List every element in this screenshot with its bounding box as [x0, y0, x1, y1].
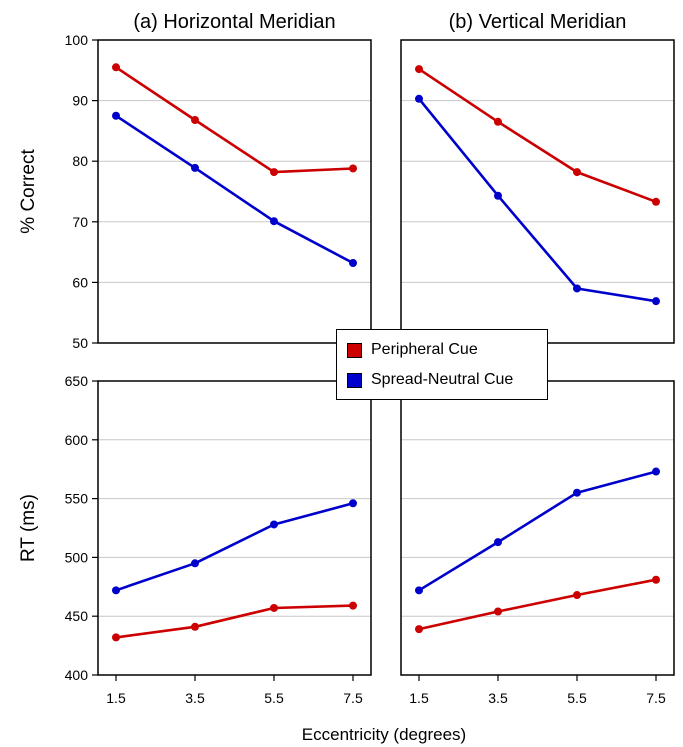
ytick-label-2-5: 650: [65, 373, 89, 389]
ytick-label-0-2: 70: [72, 214, 88, 230]
xtick-label-3-0: 1.5: [409, 690, 429, 706]
plot-frame-3: [400, 380, 675, 676]
panel-1: (b) Vertical Meridian: [400, 11, 675, 344]
data-point-0-0-3: [349, 164, 357, 173]
data-point-1-1-1: [494, 191, 502, 200]
panel-title-0: (a) Horizontal Meridian: [133, 11, 335, 33]
legend: Peripheral Cue Spread-Neutral Cue: [336, 329, 548, 400]
data-point-0-1-3: [349, 259, 357, 268]
data-point-3-1-3: [652, 467, 660, 476]
series-line-2-0: [115, 604, 354, 639]
data-point-1-1-2: [573, 284, 581, 293]
data-point-2-1-1: [191, 559, 199, 568]
plot-frame-0: [97, 39, 372, 344]
legend-label-spread-neutral: Spread-Neutral Cue: [371, 371, 514, 388]
panel-title-1: (b) Vertical Meridian: [449, 11, 627, 33]
data-point-2-0-1: [191, 622, 199, 631]
data-point-2-0-2: [270, 603, 278, 612]
series-line-2-1: [115, 502, 354, 592]
panel-3: 1.5 3.5 5.5 7.5: [400, 380, 675, 706]
data-point-0-1-1: [191, 163, 199, 172]
ytick-label-0-0: 50: [72, 335, 88, 351]
legend-swatch-peripheral: [347, 342, 362, 358]
ytick-label-0-1: 60: [72, 274, 88, 290]
data-point-0-1-2: [270, 217, 278, 226]
data-point-3-1-0: [415, 586, 423, 595]
data-point-3-1-2: [573, 488, 581, 497]
xtick-label-2-1: 3.5: [185, 690, 205, 706]
data-point-1-0-2: [573, 168, 581, 177]
ytick-label-0-5: 100: [65, 32, 89, 48]
ytick-label-2-4: 600: [65, 432, 89, 448]
series-line-1-1: [417, 97, 657, 303]
data-point-1-1-3: [652, 297, 660, 306]
ytick-label-2-3: 550: [65, 491, 89, 507]
legend-item-peripheral: Peripheral Cue: [347, 339, 478, 361]
data-point-2-1-0: [112, 586, 120, 595]
data-point-3-0-2: [573, 591, 581, 600]
ylabel-0: % Correct: [18, 149, 39, 234]
data-point-2-1-2: [270, 520, 278, 529]
legend-swatch-spread-neutral: [347, 372, 362, 388]
data-point-3-0-0: [415, 625, 423, 634]
data-point-1-0-1: [494, 117, 502, 126]
xtick-label-3-2: 5.5: [567, 690, 587, 706]
figure-xlabel: Eccentricity (degrees): [302, 725, 466, 744]
panel-2: 400 450 500 550 600 650 1.5 3.5 5.5 7.5 RT (ms): [18, 373, 372, 706]
ylabel-2: RT (ms): [18, 494, 39, 562]
ytick-label-2-0: 400: [65, 667, 89, 683]
legend-item-spread-neutral: Spread-Neutral Cue: [347, 369, 513, 391]
ytick-label-0-3: 80: [72, 153, 88, 169]
plot-frame-2: [97, 380, 372, 676]
series-line-0-1: [115, 114, 354, 265]
legend-label-peripheral: Peripheral Cue: [371, 341, 478, 358]
series-line-3-1: [418, 470, 657, 592]
ytick-label-0-4: 90: [72, 93, 88, 109]
ytick-label-2-1: 450: [65, 608, 89, 624]
xtick-label-2-0: 1.5: [106, 690, 126, 706]
data-point-2-0-0: [112, 633, 120, 642]
data-point-0-0-2: [270, 168, 278, 177]
ytick-label-2-2: 500: [65, 549, 89, 565]
series-line-3-0: [418, 578, 657, 631]
xtick-label-2-2: 5.5: [264, 690, 284, 706]
data-point-3-0-3: [652, 575, 660, 584]
data-point-0-0-0: [112, 63, 120, 72]
data-point-3-0-1: [494, 607, 502, 616]
data-point-0-1-0: [112, 111, 120, 120]
xtick-label-2-3: 7.5: [343, 690, 363, 706]
data-point-1-1-0: [415, 94, 423, 103]
data-point-2-0-3: [349, 601, 357, 610]
data-point-2-1-3: [349, 499, 357, 508]
data-point-0-0-1: [191, 115, 199, 124]
data-point-3-1-1: [494, 538, 502, 547]
series-line-1-0: [418, 68, 657, 204]
series-line-0-0: [115, 66, 354, 174]
panel-0: 50 60 70 80 90 100 (a) Horizontal Meridian % Co…: [18, 11, 372, 351]
xtick-label-3-1: 3.5: [488, 690, 508, 706]
data-point-1-0-0: [415, 65, 423, 74]
xtick-label-3-3: 7.5: [646, 690, 666, 706]
data-point-1-0-3: [652, 197, 660, 206]
